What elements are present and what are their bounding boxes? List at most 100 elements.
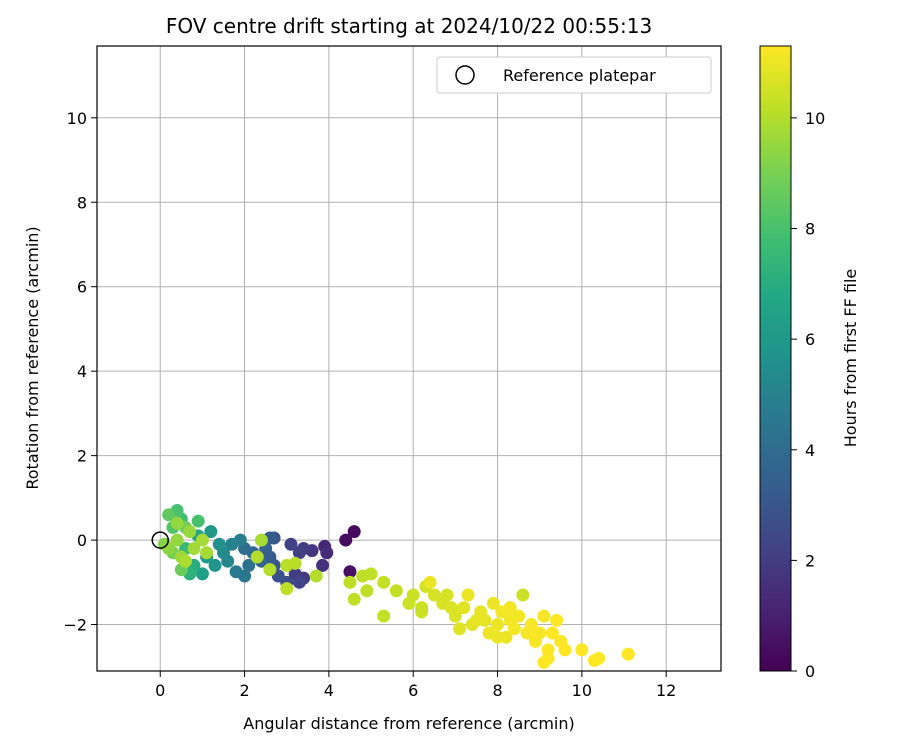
data-point xyxy=(250,550,264,564)
y-tick-label: 10 xyxy=(67,109,87,128)
data-point xyxy=(453,622,467,636)
data-point xyxy=(200,546,214,560)
y-tick-label: 6 xyxy=(77,278,87,297)
x-axis-label: Angular distance from reference (arcmin) xyxy=(243,714,574,733)
data-point xyxy=(478,613,492,627)
data-point xyxy=(558,643,572,657)
y-tick-label: 4 xyxy=(77,362,87,381)
data-point xyxy=(191,514,205,528)
data-point xyxy=(423,575,437,589)
colorbar-tick-label: 8 xyxy=(805,220,815,239)
data-point xyxy=(195,567,209,581)
x-axis-ticks: 0 2 4 6 8 10 12 xyxy=(155,671,676,700)
data-point xyxy=(162,508,176,522)
data-point xyxy=(183,525,197,539)
data-point xyxy=(343,565,357,579)
data-point xyxy=(516,588,530,602)
data-point xyxy=(242,558,256,572)
x-tick-label: 2 xyxy=(239,681,249,700)
data-point xyxy=(320,546,334,560)
colorbar-tick-label: 0 xyxy=(805,662,815,681)
reference-marker xyxy=(151,531,169,549)
data-point xyxy=(208,558,222,572)
data-point xyxy=(575,643,589,657)
y-axis-label: Rotation from reference (arcmin) xyxy=(23,226,42,489)
data-point xyxy=(486,596,500,610)
data-point xyxy=(212,537,226,551)
data-point xyxy=(280,582,294,596)
data-point xyxy=(204,525,218,539)
data-point xyxy=(254,533,268,547)
data-point xyxy=(415,605,429,619)
data-point xyxy=(292,575,306,589)
plot-frame xyxy=(96,45,722,672)
x-tick-label: 0 xyxy=(155,681,165,700)
colorbar: 0 2 4 6 8 10 Hours from first FF file xyxy=(759,45,860,681)
data-points xyxy=(157,504,635,670)
data-point xyxy=(491,630,505,644)
legend-marker-icon xyxy=(455,65,475,85)
data-point xyxy=(377,575,391,589)
data-point xyxy=(288,556,302,570)
data-point xyxy=(229,565,243,579)
x-tick-label: 6 xyxy=(408,681,418,700)
data-point xyxy=(179,554,193,568)
colorbar-tick-label: 4 xyxy=(805,441,815,460)
data-point xyxy=(316,558,330,572)
data-point xyxy=(550,613,564,627)
legend-entry: Reference platepar xyxy=(503,66,656,85)
data-point xyxy=(512,609,526,623)
data-point xyxy=(461,588,475,602)
chart-title: FOV centre drift starting at 2024/10/22 … xyxy=(166,14,652,38)
data-point xyxy=(545,626,559,640)
data-point xyxy=(343,575,357,589)
data-point xyxy=(309,569,323,583)
data-point xyxy=(195,533,209,547)
data-point xyxy=(537,609,551,623)
data-point xyxy=(225,537,239,551)
data-point xyxy=(170,533,184,547)
colorbar-tick-label: 2 xyxy=(805,551,815,570)
data-point xyxy=(427,588,441,602)
data-point xyxy=(360,584,374,598)
data-point xyxy=(339,533,353,547)
data-point xyxy=(533,626,547,640)
x-tick-label: 10 xyxy=(572,681,592,700)
colorbar-label: Hours from first FF file xyxy=(841,269,860,448)
y-tick-label: 8 xyxy=(77,193,87,212)
data-point xyxy=(170,516,184,530)
data-point xyxy=(588,653,602,667)
y-axis-ticks: −2 0 2 4 6 8 10 xyxy=(63,109,97,635)
data-point xyxy=(347,525,361,539)
data-point xyxy=(503,601,517,615)
colorbar-gradient xyxy=(759,45,792,672)
data-point xyxy=(621,647,635,661)
x-tick-label: 12 xyxy=(656,681,676,700)
data-point xyxy=(389,584,403,598)
grid-lines xyxy=(97,46,721,671)
colorbar-tick-label: 6 xyxy=(805,330,815,349)
y-tick-label: −2 xyxy=(63,616,87,635)
data-point xyxy=(347,592,361,606)
data-point xyxy=(187,542,201,556)
data-point xyxy=(507,622,521,636)
data-point xyxy=(377,609,391,623)
data-point xyxy=(406,588,420,602)
legend: Reference platepar xyxy=(436,56,712,94)
data-point xyxy=(440,588,454,602)
y-tick-label: 0 xyxy=(77,531,87,550)
data-point xyxy=(457,601,471,615)
data-point xyxy=(284,537,298,551)
data-point xyxy=(491,618,505,632)
colorbar-tick-label: 10 xyxy=(805,109,825,128)
data-point xyxy=(263,563,277,577)
data-point xyxy=(541,651,555,665)
data-point xyxy=(292,546,306,560)
data-point xyxy=(524,618,538,632)
x-tick-label: 8 xyxy=(492,681,502,700)
x-tick-label: 4 xyxy=(324,681,334,700)
legend-box xyxy=(436,56,712,94)
data-point xyxy=(448,609,462,623)
y-tick-label: 2 xyxy=(77,447,87,466)
